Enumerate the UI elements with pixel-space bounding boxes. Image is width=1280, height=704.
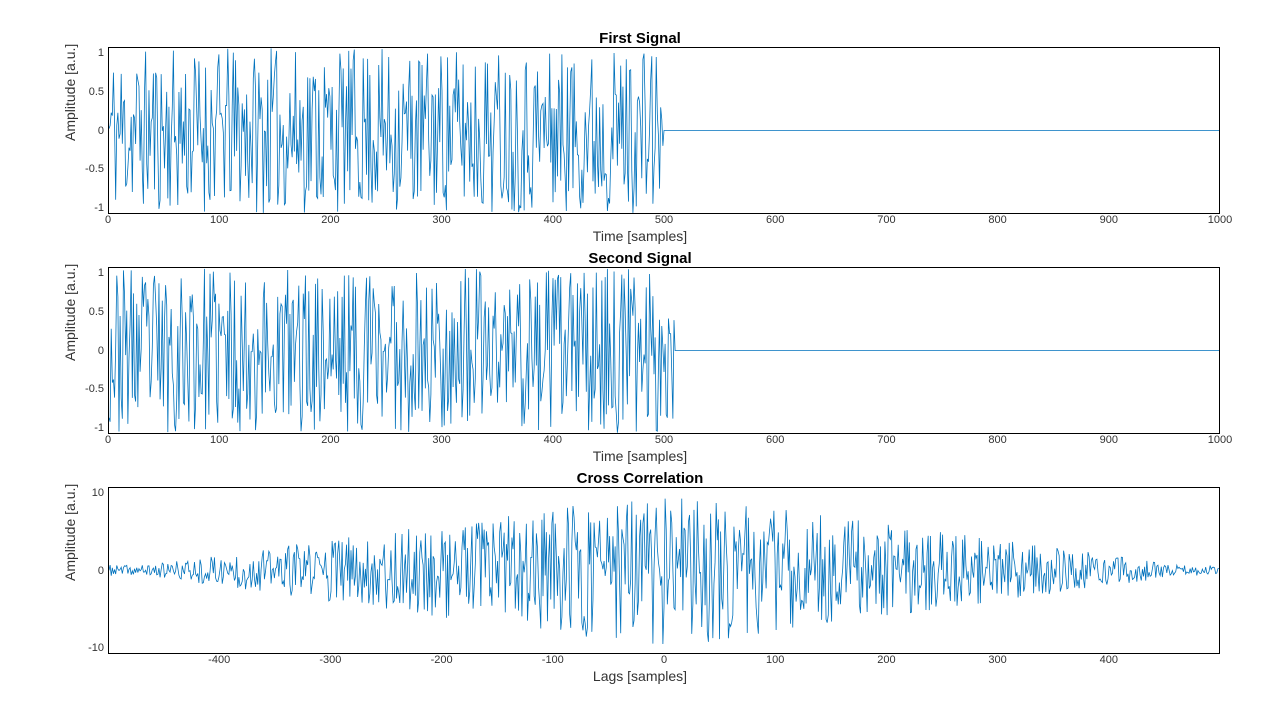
x-ticks: 01002003004005006007008009001000 xyxy=(108,434,1220,448)
x-tick-label: 300 xyxy=(432,434,450,446)
y-tick-label: -10 xyxy=(88,642,104,654)
plot-area xyxy=(108,267,1220,434)
plot-title: First Signal xyxy=(599,30,681,47)
y-axis-label: Amplitude [a.u.] xyxy=(62,121,78,141)
x-tick-label: 200 xyxy=(321,434,339,446)
x-tick-label: -200 xyxy=(431,654,453,666)
x-tick-label: 300 xyxy=(432,214,450,226)
y-tick-label: 0.5 xyxy=(89,86,104,98)
x-axis-label: Lags [samples] xyxy=(593,668,687,684)
x-tick-label: 100 xyxy=(210,214,228,226)
x-axis-label: Time [samples] xyxy=(593,448,687,464)
x-tick-label: 100 xyxy=(766,654,784,666)
x-tick-label: 200 xyxy=(321,214,339,226)
x-axis-label: Time [samples] xyxy=(593,228,687,244)
y-tick-label: -0.5 xyxy=(85,383,104,395)
signal-line xyxy=(109,488,1219,653)
signal-line xyxy=(109,48,1219,213)
x-tick-label: 1000 xyxy=(1208,214,1232,226)
subplot-second-signal: Second Signal Amplitude [a.u.] 1 0.5 0 -0.5… xyxy=(60,250,1220,464)
x-tick-label: -400 xyxy=(208,654,230,666)
x-tick-label: 0 xyxy=(661,654,667,666)
x-tick-label: 600 xyxy=(766,214,784,226)
y-tick-label: 0 xyxy=(98,125,104,137)
plot-area xyxy=(108,47,1220,214)
x-tick-label: 700 xyxy=(877,434,895,446)
x-tick-label: 600 xyxy=(766,434,784,446)
plot-title: Cross Correlation xyxy=(577,470,704,487)
x-tick-label: 400 xyxy=(544,214,562,226)
x-tick-label: 100 xyxy=(210,434,228,446)
x-tick-label: -100 xyxy=(542,654,564,666)
plot-area xyxy=(108,487,1220,654)
y-tick-label: 0 xyxy=(98,345,104,357)
x-tick-label: -300 xyxy=(319,654,341,666)
x-tick-label: 900 xyxy=(1100,214,1118,226)
y-axis-label: Amplitude [a.u.] xyxy=(62,341,78,361)
x-tick-label: 1000 xyxy=(1208,434,1232,446)
x-tick-label: 200 xyxy=(877,654,895,666)
y-axis-label: Amplitude [a.u.] xyxy=(62,561,78,581)
y-tick-label: 0 xyxy=(98,565,104,577)
x-tick-label: 700 xyxy=(877,214,895,226)
y-ticks: 10 0 -10 xyxy=(80,487,108,654)
subplot-cross-correlation: Cross Correlation Amplitude [a.u.] 100-1… xyxy=(60,470,1220,684)
x-tick-label: 500 xyxy=(655,434,673,446)
plot-title: Second Signal xyxy=(588,250,691,267)
x-tick-label: 900 xyxy=(1100,434,1118,446)
x-ticks: 01002003004005006007008009001000 xyxy=(108,214,1220,228)
y-tick-label: 1 xyxy=(98,267,104,279)
y-tick-label: 10 xyxy=(92,487,104,499)
plot-row: Amplitude [a.u.] 1 0.5 0 -0.5 -1 xyxy=(60,267,1220,434)
x-ticks: -400 -300 -200 -100 0 100 200 300 400 xyxy=(108,654,1220,668)
x-tick-label: 400 xyxy=(544,434,562,446)
y-tick-label: -1 xyxy=(94,202,104,214)
x-tick-label: 0 xyxy=(105,214,111,226)
x-tick-label: 400 xyxy=(1100,654,1118,666)
signal-line xyxy=(109,268,1219,433)
subplot-first-signal: First Signal Amplitude [a.u.] 1 0.5 0 -0.5 -… xyxy=(60,30,1220,244)
y-tick-label: -0.5 xyxy=(85,163,104,175)
x-tick-label: 300 xyxy=(988,654,1006,666)
y-ticks: 1 0.5 0 -0.5 -1 xyxy=(80,47,108,214)
x-tick-label: 500 xyxy=(655,214,673,226)
plot-row: Amplitude [a.u.] 1 0.5 0 -0.5 -1 xyxy=(60,47,1220,214)
y-tick-label: 1 xyxy=(98,47,104,59)
y-tick-label: -1 xyxy=(94,422,104,434)
x-tick-label: 800 xyxy=(988,214,1006,226)
y-tick-label: 0.5 xyxy=(89,306,104,318)
plot-row: Amplitude [a.u.] 10 0 -10 xyxy=(60,487,1220,654)
y-ticks: 1 0.5 0 -0.5 -1 xyxy=(80,267,108,434)
x-tick-label: 0 xyxy=(105,434,111,446)
x-tick-label: 800 xyxy=(988,434,1006,446)
